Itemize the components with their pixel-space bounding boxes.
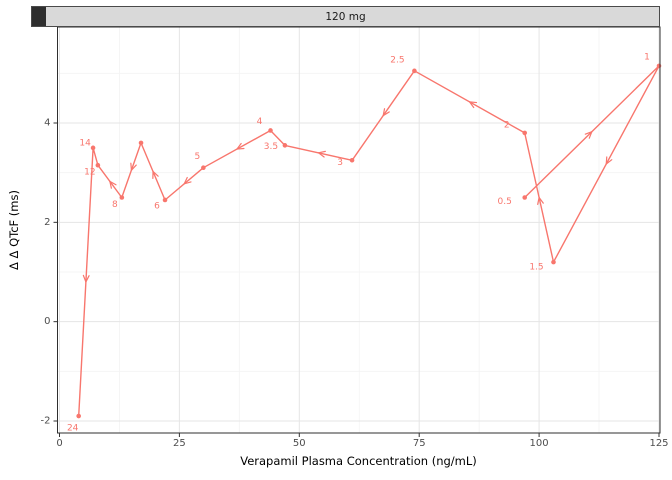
data-point — [551, 259, 556, 265]
point-label: 1.5 — [529, 263, 543, 273]
point-label: 3.5 — [264, 142, 278, 152]
strip-dark-block — [32, 7, 46, 26]
data-point — [162, 197, 168, 203]
point-label: 12 — [84, 168, 95, 178]
arrowhead — [183, 181, 192, 185]
point-label: 4 — [257, 117, 263, 127]
arrowhead — [538, 196, 544, 204]
arrowhead — [236, 142, 242, 150]
arrowhead — [605, 159, 613, 165]
data-point — [95, 162, 101, 168]
point-label: 8 — [112, 200, 118, 210]
x-tick-label: 100 — [530, 438, 549, 449]
data-point — [90, 145, 96, 151]
data-point — [76, 413, 81, 419]
point-label: 1 — [644, 52, 650, 62]
data-point — [201, 165, 206, 171]
arrowhead — [236, 147, 245, 150]
point-label: 3 — [337, 158, 343, 168]
x-tick-label: 75 — [413, 438, 426, 449]
data-point — [119, 195, 125, 200]
x-tick-label: 125 — [649, 438, 668, 449]
arrowhead — [605, 156, 608, 165]
point-label: 5 — [195, 152, 201, 162]
y-tick-label: 0 — [44, 316, 50, 327]
arrowhead — [382, 111, 390, 117]
point-label: 2 — [504, 120, 510, 130]
y-tick-label: -2 — [41, 416, 51, 427]
arrowhead — [85, 275, 90, 283]
x-tick-label: 25 — [173, 438, 186, 449]
arrowhead — [130, 164, 137, 171]
arrowhead — [317, 150, 326, 154]
x-tick-label: 0 — [56, 438, 62, 449]
point-label: 6 — [154, 201, 160, 211]
arrowhead — [468, 101, 475, 109]
point-label: 14 — [79, 138, 91, 148]
data-point — [522, 195, 528, 200]
data-point — [656, 63, 662, 69]
arrowhead — [109, 180, 112, 189]
arrowhead — [109, 180, 117, 186]
y-axis-title: Δ Δ QTcF (ms) — [7, 190, 21, 270]
point-label: 0.5 — [498, 197, 512, 207]
panel-background — [57, 27, 660, 433]
data-point — [412, 68, 417, 74]
arrowhead — [317, 152, 325, 158]
arrowhead — [130, 162, 133, 171]
arrowhead — [584, 131, 593, 135]
arrowhead — [183, 176, 188, 185]
data-point — [282, 143, 288, 148]
facet-strip-label: 120 mg — [325, 10, 366, 23]
x-tick-label: 50 — [293, 438, 306, 449]
arrowhead — [82, 274, 87, 283]
data-point — [522, 130, 528, 136]
facet-strip: 120 mg — [31, 6, 660, 27]
arrowhead — [382, 108, 386, 117]
arrowhead — [468, 101, 478, 104]
data-point — [268, 128, 273, 133]
data-point — [138, 140, 144, 146]
arrowhead — [152, 170, 159, 177]
arrowhead — [537, 196, 540, 205]
point-label: 24 — [67, 424, 79, 434]
x-axis-title: Verapamil Plasma Concentration (ng/mL) — [240, 454, 477, 468]
point-label: 2.5 — [390, 55, 404, 65]
y-tick-label: 4 — [44, 118, 50, 129]
data-point — [349, 157, 355, 163]
arrowhead — [588, 131, 593, 139]
panel-border — [57, 26, 661, 434]
y-tick-label: 2 — [44, 217, 50, 228]
